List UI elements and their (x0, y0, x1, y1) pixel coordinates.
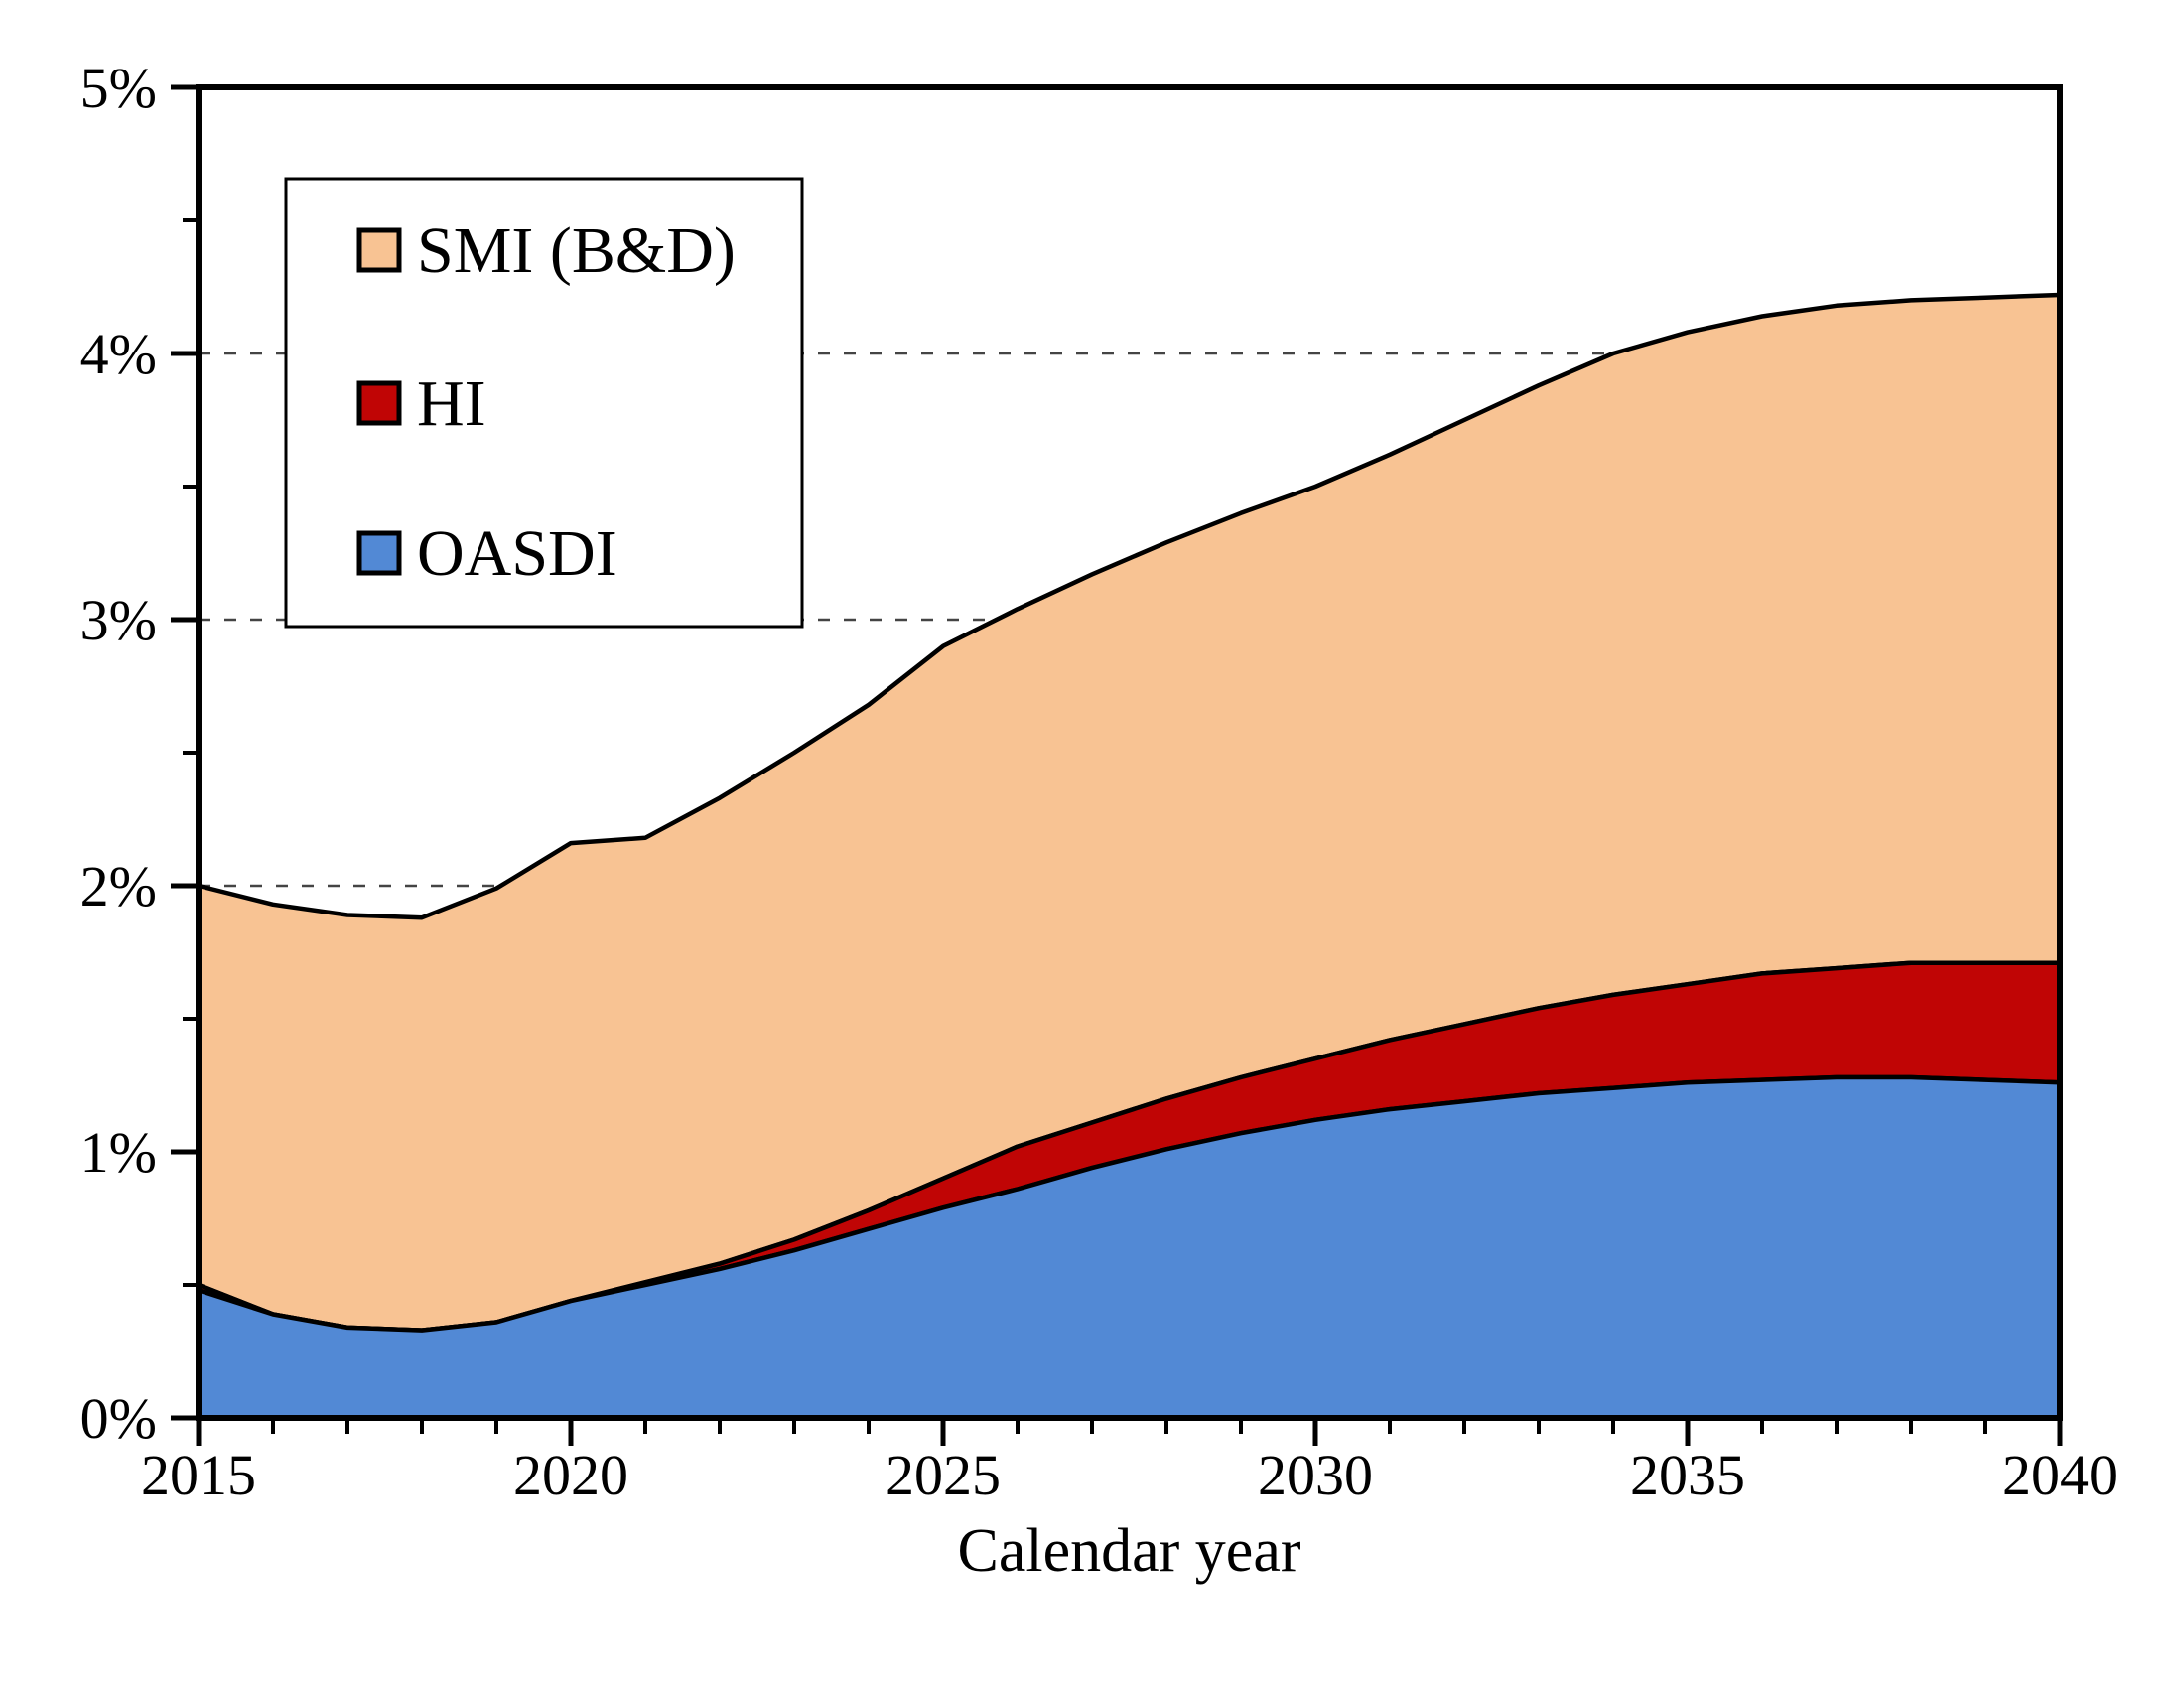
x-tick-label-2015: 2015 (141, 1443, 256, 1507)
legend-swatch-oasdi (356, 530, 402, 576)
legend-label-hi: HI (417, 367, 486, 440)
y-tick-label-3: 3% (80, 588, 157, 652)
y-tick-label-1: 1% (80, 1120, 157, 1185)
legend-swatch-smi-b-d (356, 227, 402, 273)
area-series (196, 292, 2063, 1421)
y-tick-label-4: 4% (80, 322, 157, 386)
axis-ticks (171, 84, 2063, 1446)
x-tick-label-2040: 2040 (2002, 1443, 2117, 1507)
x-axis-title: Calendar year (958, 1517, 1301, 1585)
legend: SMI (B&D) HI OASDI (284, 177, 804, 629)
y-axis-labels: 0% 1% 2% 3% 4% 5% (80, 56, 157, 1451)
y-tick-label-0: 0% (80, 1386, 157, 1451)
legend-swatch-hi (356, 380, 402, 426)
x-tick-label-2025: 2025 (886, 1443, 1001, 1507)
y-tick-label-5: 5% (80, 56, 157, 120)
legend-label-smi-b-d: SMI (B&D) (417, 214, 736, 287)
x-axis-labels: 2015 2020 2025 2030 2035 2040 (141, 1443, 2117, 1507)
x-tick-label-2030: 2030 (1258, 1443, 1373, 1507)
y-tick-label-2: 2% (80, 854, 157, 918)
x-tick-label-2020: 2020 (513, 1443, 628, 1507)
legend-label-oasdi: OASDI (417, 517, 617, 590)
x-tick-label-2035: 2035 (1630, 1443, 1745, 1507)
